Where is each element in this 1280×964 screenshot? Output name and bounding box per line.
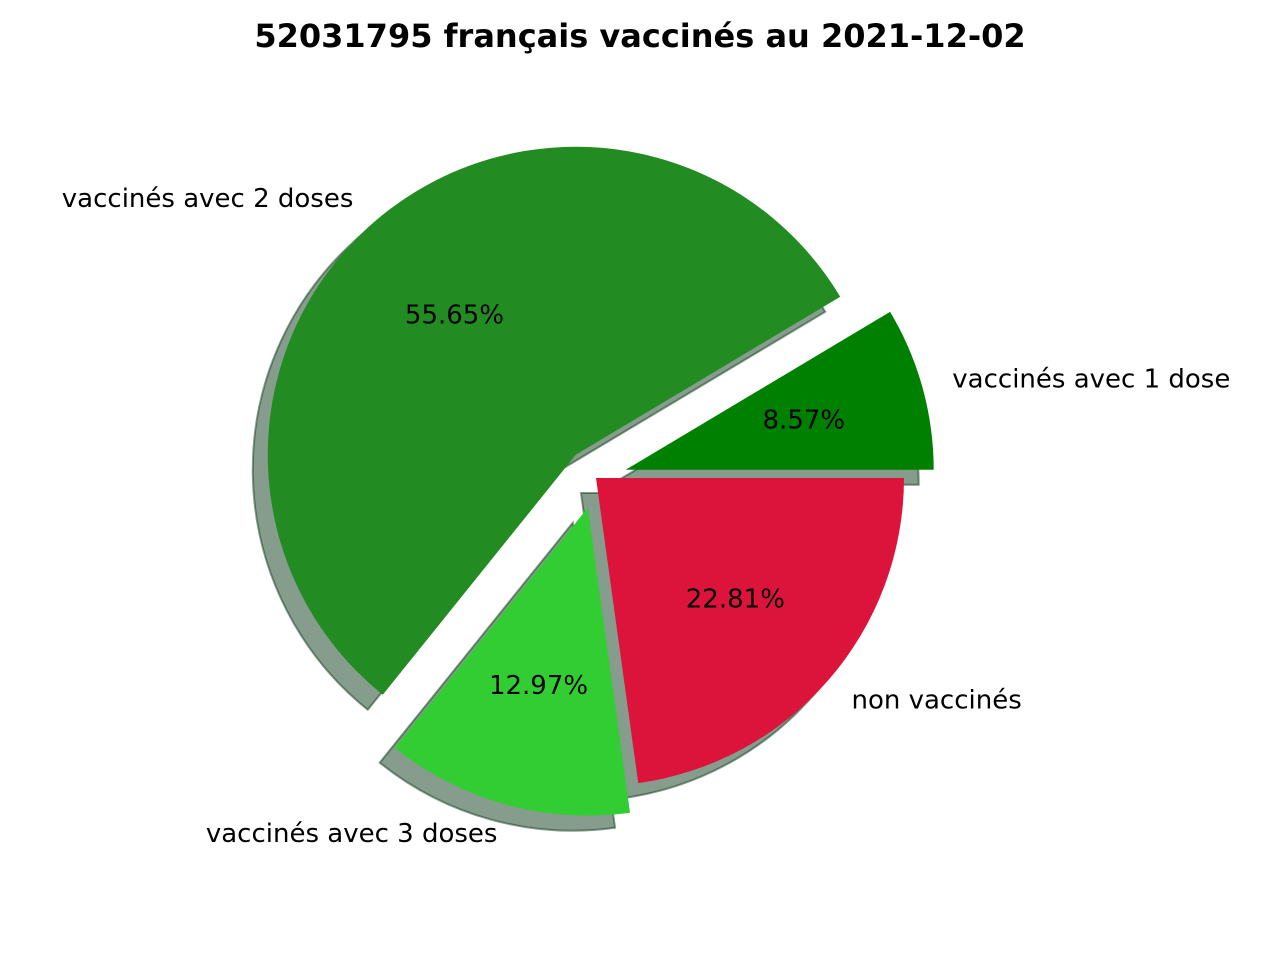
pie-slice-vaccines-avec-1-dose <box>625 311 934 470</box>
slice-pct-label-vaccines-avec-2-doses: 55.65% <box>405 300 504 330</box>
pie-slice-vaccines-avec-3-doses <box>394 507 631 816</box>
chart-title: 52031795 français vaccinés au 2021-12-02 <box>254 17 1025 55</box>
pie-slices <box>267 146 934 816</box>
pie-slice-non-vaccines <box>596 478 904 784</box>
slice-labels: vaccinés avec 1 dose 8.57% vaccinés avec 2… <box>62 184 1231 849</box>
slice-label-vaccines-avec-3-doses: vaccinés avec 3 doses <box>206 819 498 849</box>
slice-label-vaccines-avec-2-doses: vaccinés avec 2 doses <box>62 184 354 214</box>
slice-pct-label-non-vaccines: 22.81% <box>686 584 785 614</box>
slice-label-non-vaccines: non vaccinés <box>851 686 1021 716</box>
slice-pct-label-vaccines-avec-1-dose: 8.57% <box>763 406 846 436</box>
slice-pct-label-vaccines-avec-3-doses: 12.97% <box>489 671 588 701</box>
slice-label-vaccines-avec-1-dose: vaccinés avec 1 dose <box>952 365 1230 395</box>
pie-slice-vaccines-avec-2-doses <box>267 146 841 695</box>
